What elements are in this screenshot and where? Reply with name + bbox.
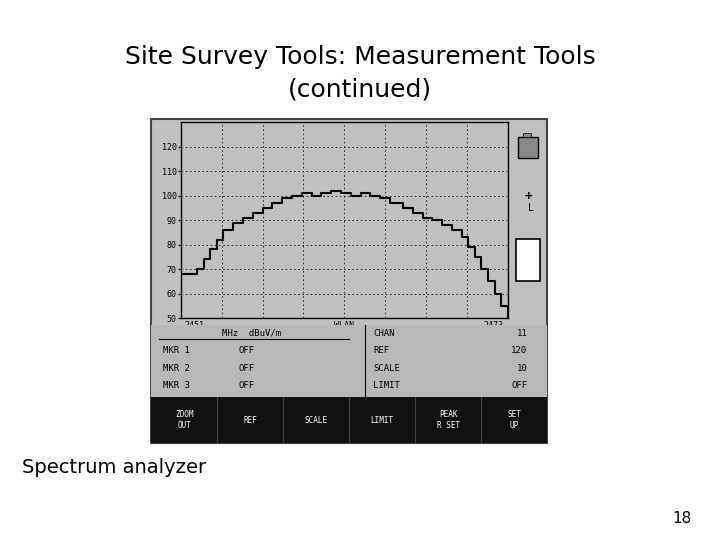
Text: OFF: OFF xyxy=(511,381,527,390)
Text: OFF: OFF xyxy=(238,346,254,355)
Text: CHAN: CHAN xyxy=(373,329,395,338)
FancyBboxPatch shape xyxy=(516,239,540,281)
Text: Spectrum analyzer: Spectrum analyzer xyxy=(22,457,206,477)
Text: 18: 18 xyxy=(672,511,691,526)
Text: SCALE: SCALE xyxy=(305,416,328,424)
Text: SCALE: SCALE xyxy=(373,364,400,373)
Text: 120: 120 xyxy=(511,346,527,355)
Text: OFF: OFF xyxy=(238,364,254,373)
Text: REF: REF xyxy=(373,346,389,355)
Text: SET
UP: SET UP xyxy=(508,410,521,430)
Text: WLAN: WLAN xyxy=(334,321,354,330)
Text: ZOOM
OUT: ZOOM OUT xyxy=(175,410,194,430)
Text: MKR 1: MKR 1 xyxy=(163,346,190,355)
Text: LIMIT: LIMIT xyxy=(373,381,400,390)
FancyBboxPatch shape xyxy=(523,133,531,137)
Text: Site Survey Tools: Measurement Tools: Site Survey Tools: Measurement Tools xyxy=(125,45,595,69)
Text: P: P xyxy=(526,248,531,256)
FancyBboxPatch shape xyxy=(151,119,547,443)
Text: 11: 11 xyxy=(517,329,527,338)
Text: 10: 10 xyxy=(517,364,527,373)
Text: L: L xyxy=(528,203,534,213)
Text: OFF: OFF xyxy=(238,381,254,390)
Text: MHz  dBuV/m: MHz dBuV/m xyxy=(222,329,282,338)
Text: K: K xyxy=(526,265,531,273)
FancyBboxPatch shape xyxy=(518,137,538,158)
Text: REF: REF xyxy=(243,416,257,424)
Bar xyxy=(151,397,547,443)
Text: PEAK
R SET: PEAK R SET xyxy=(436,410,460,430)
Text: (continued): (continued) xyxy=(288,77,432,101)
Text: MKR 2: MKR 2 xyxy=(163,364,190,373)
Text: 2451: 2451 xyxy=(185,321,205,330)
Text: 2473: 2473 xyxy=(484,321,504,330)
Text: MKR 3: MKR 3 xyxy=(163,381,190,390)
Text: LIMIT: LIMIT xyxy=(371,416,394,424)
Bar xyxy=(151,325,547,397)
Text: +: + xyxy=(525,190,532,203)
